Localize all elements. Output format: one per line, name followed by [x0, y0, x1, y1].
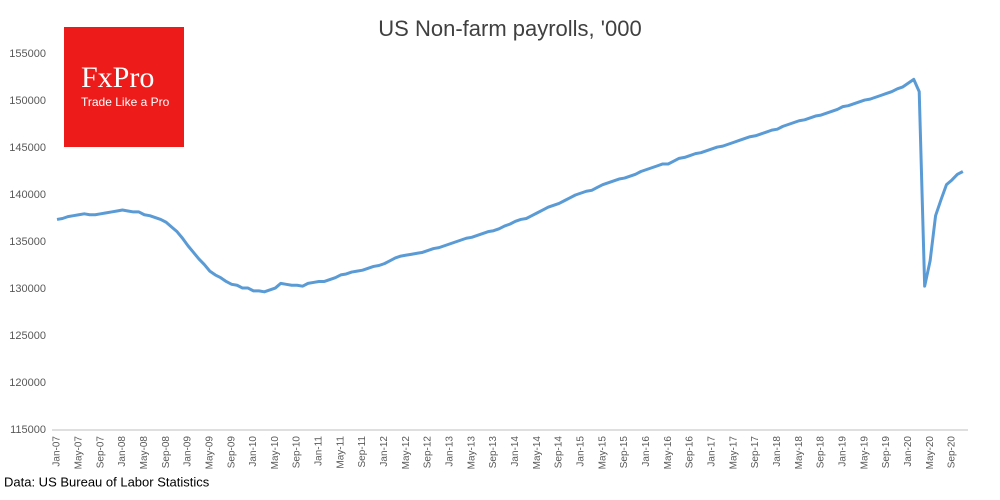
x-tick-label: May-20: [925, 436, 936, 470]
x-tick-label: Sep-07: [95, 436, 106, 469]
x-tick-label: Sep-10: [292, 436, 303, 469]
x-tick-label: Jan-17: [706, 436, 717, 467]
x-tick-label: May-07: [73, 436, 84, 470]
x-tick-label: Sep-17: [750, 436, 761, 469]
x-tick-label: Jan-08: [117, 436, 128, 467]
y-tick-label: 130000: [9, 283, 46, 295]
x-tick-label: Sep-09: [226, 436, 237, 469]
chart-title: US Non-farm payrolls, '000: [378, 16, 641, 41]
logo-tagline: Trade Like a Pro: [81, 95, 170, 109]
line: [56, 77, 964, 294]
x-tick-label: May-15: [597, 436, 608, 470]
x-tick-label: May-12: [401, 436, 412, 470]
x-tick-label: Sep-08: [161, 436, 172, 469]
x-tick-label: Jan-18: [772, 436, 783, 467]
x-tick-label: May-17: [728, 436, 739, 470]
x-tick-label: Jan-19: [837, 436, 848, 467]
y-tick-label: 140000: [9, 189, 46, 201]
x-tick-label: May-08: [139, 436, 150, 470]
x-tick-label: May-16: [663, 436, 674, 470]
x-tick-label: Jan-20: [903, 436, 914, 467]
source: Data: US Bureau of Labor Statistics: [4, 474, 210, 489]
x-tick-label: Sep-18: [816, 436, 827, 469]
x-tick-label: Sep-12: [423, 436, 434, 469]
x-tick-label: Sep-16: [685, 436, 696, 469]
x-tick-label: May-11: [335, 436, 346, 469]
y-tick-label: 135000: [9, 236, 46, 248]
y-tick-label: 145000: [9, 142, 46, 154]
y-tick-label: 125000: [9, 330, 46, 342]
y-tick-label: 115000: [10, 424, 46, 436]
x-tick-label: Sep-20: [947, 436, 958, 469]
x-tick-label: Jan-07: [52, 436, 63, 467]
x-tick-label: May-19: [859, 436, 870, 470]
x-tick-label: Jan-10: [248, 436, 259, 467]
x-tick-label: May-09: [204, 436, 215, 470]
x-tick-label: May-10: [270, 436, 281, 470]
x-tick-label: Sep-14: [554, 436, 565, 469]
x-tick-label: Jan-16: [641, 436, 652, 467]
y-tick-label: 150000: [9, 95, 46, 107]
x-tick-label: Jan-14: [510, 436, 521, 467]
y-tick-label: 155000: [9, 48, 46, 60]
x-tick-label: May-14: [532, 436, 543, 470]
x-tick-label: Sep-13: [488, 436, 499, 469]
x-tick-label: Jan-15: [576, 436, 587, 467]
x-tick-label: May-13: [466, 436, 477, 470]
x-tick-label: Jan-13: [445, 436, 456, 467]
x-tick-label: Jan-12: [379, 436, 390, 467]
x-tick-label: Sep-19: [881, 436, 892, 469]
x-tick-label: May-18: [794, 436, 805, 470]
x-tick-label: Jan-11: [314, 436, 325, 466]
x-tick-label: Sep-15: [619, 436, 630, 469]
y-tick-label: 120000: [9, 377, 46, 389]
logo-box: [64, 27, 184, 147]
logo-brand: FxPro: [81, 61, 154, 94]
x-tick-label: Jan-09: [183, 436, 194, 467]
x-tick-label: Sep-11: [357, 436, 368, 468]
